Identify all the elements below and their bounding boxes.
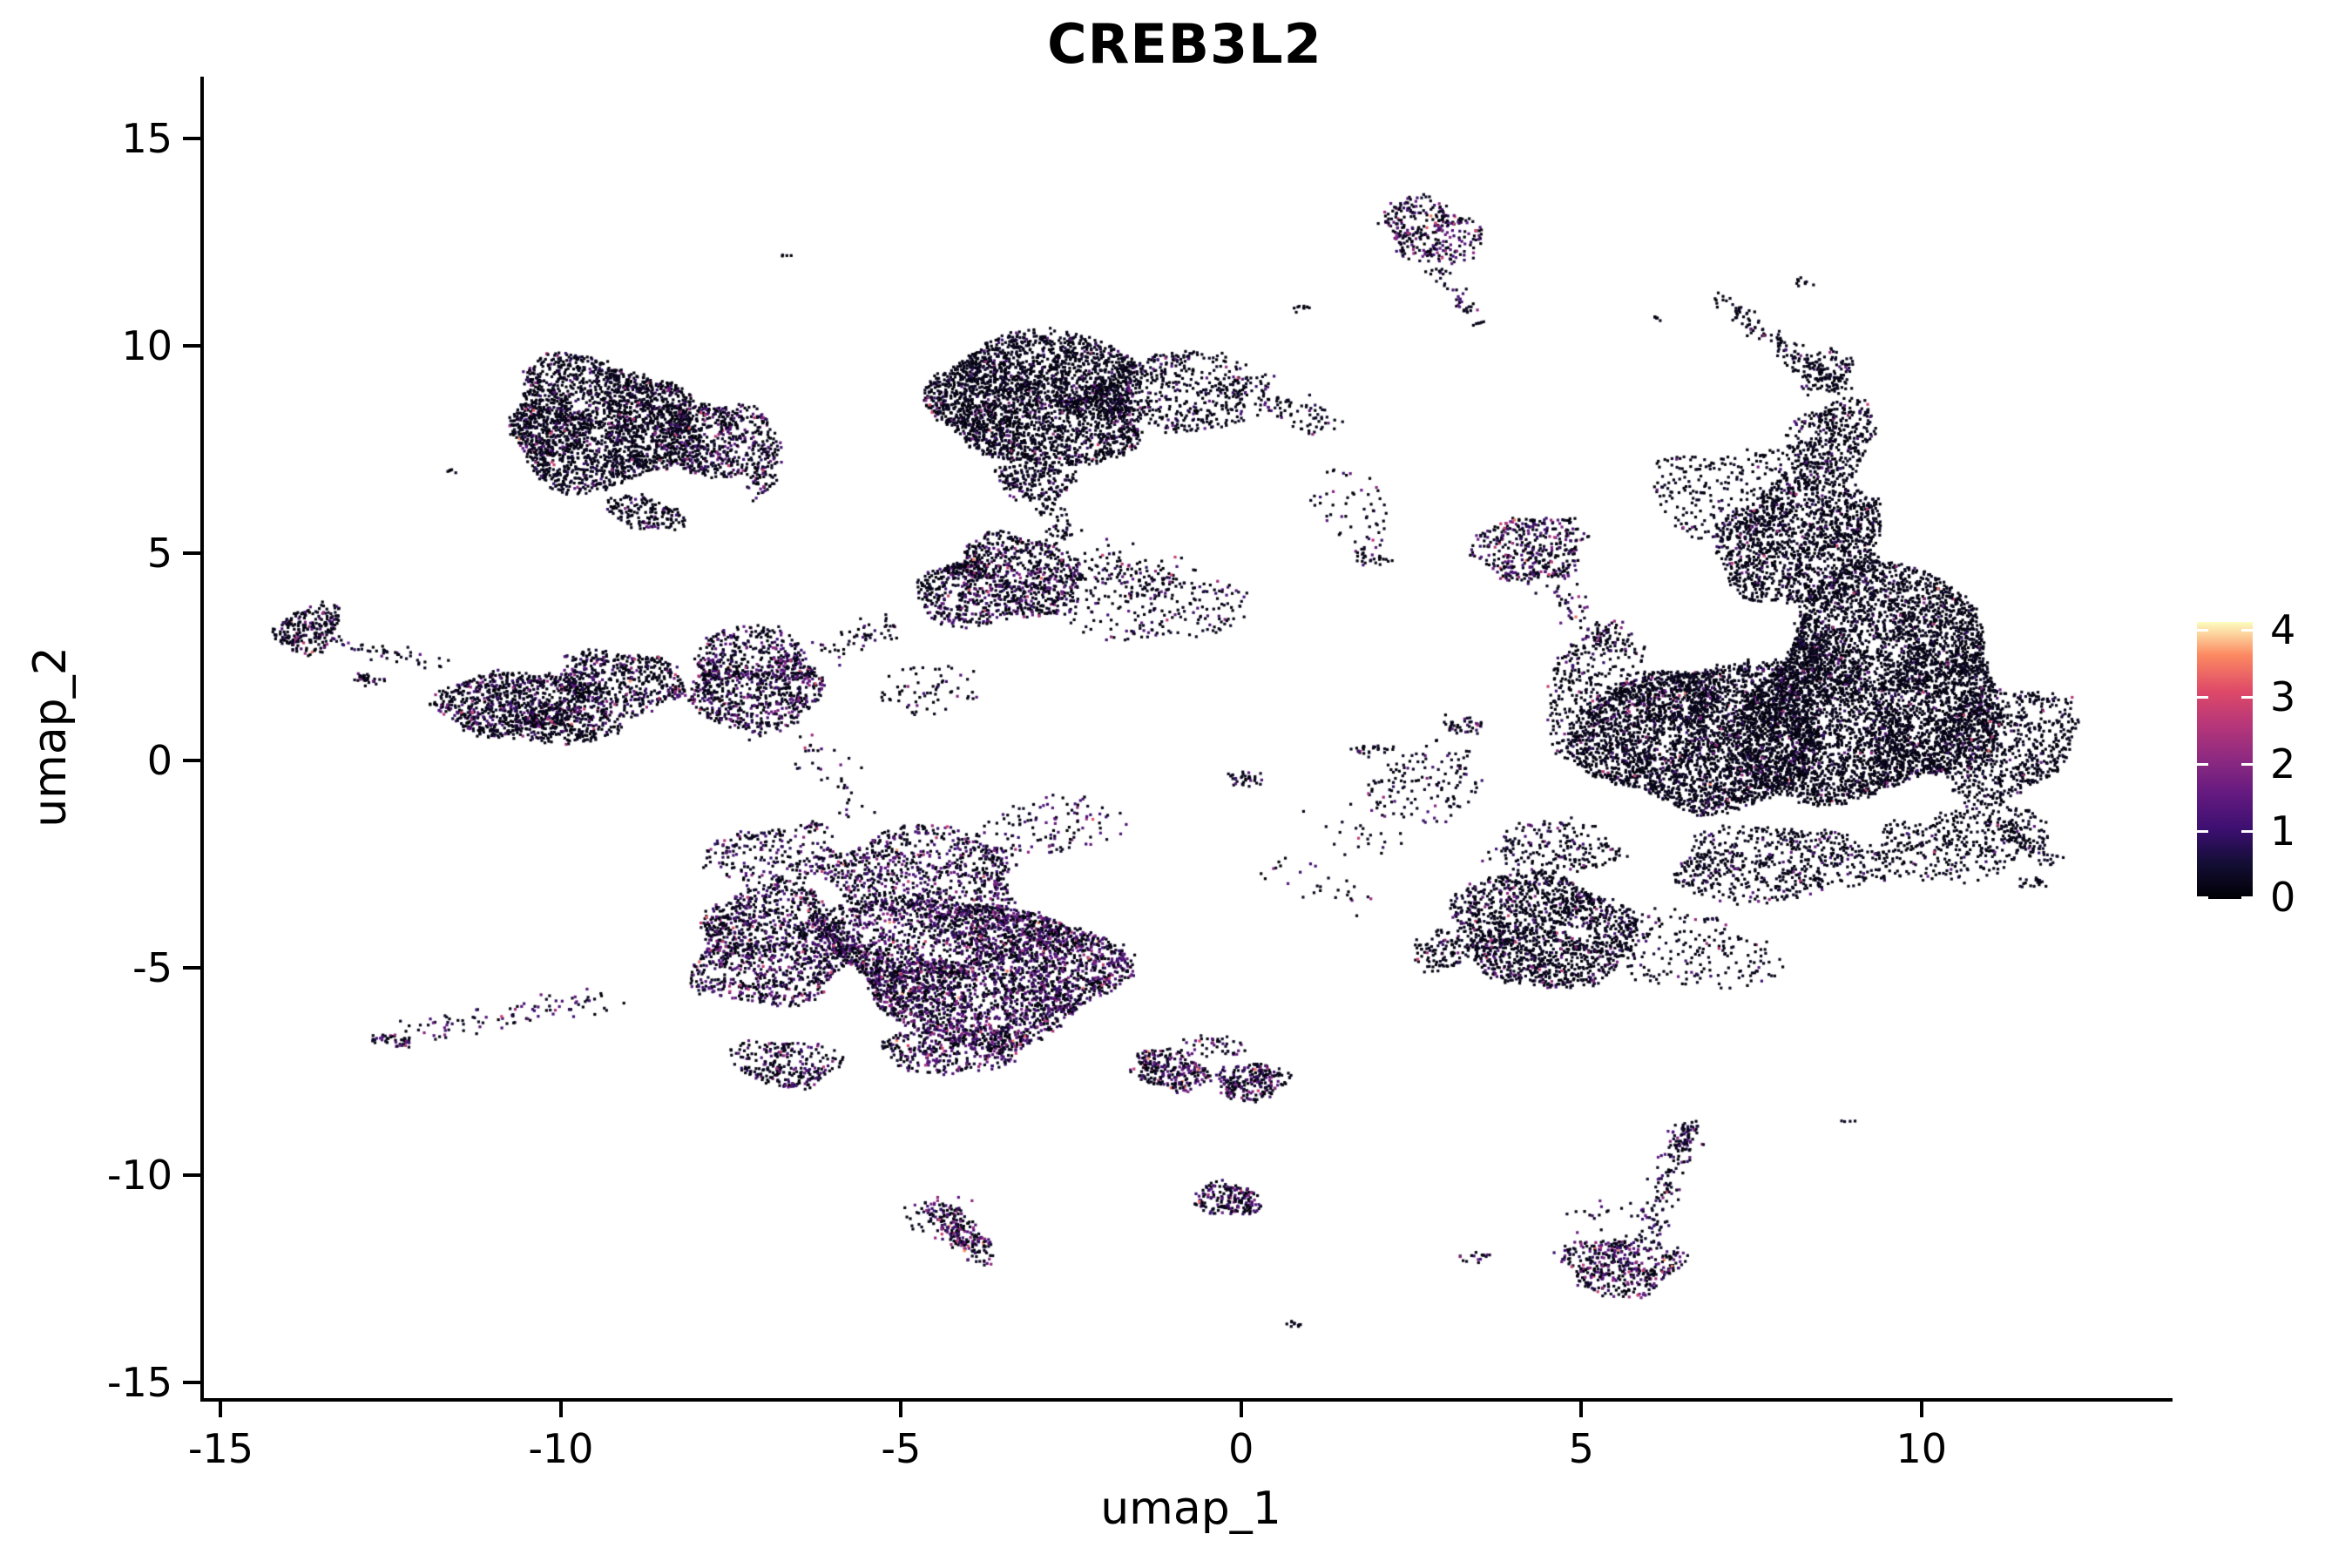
y-axis-label: umap_2 bbox=[24, 646, 77, 828]
y-tick-mark bbox=[183, 136, 200, 140]
x-tick-label: 0 bbox=[1228, 1425, 1254, 1472]
colorbar-tick-mark bbox=[2241, 896, 2253, 899]
colorbar-tick-mark bbox=[2241, 629, 2253, 632]
y-tick-label: 0 bbox=[146, 736, 172, 784]
colorbar-tick-mark bbox=[2197, 830, 2208, 833]
x-tick-label: -5 bbox=[881, 1425, 922, 1472]
x-tick-mark bbox=[899, 1402, 903, 1417]
colorbar-tick-mark bbox=[2197, 896, 2208, 899]
colorbar-tick-mark bbox=[2197, 629, 2208, 632]
colorbar-tick-label: 3 bbox=[2270, 673, 2296, 720]
y-tick-label: -15 bbox=[106, 1358, 172, 1406]
colorbar-tick-mark bbox=[2197, 763, 2208, 766]
x-tick-label: 10 bbox=[1896, 1425, 1948, 1472]
colorbar-tick-mark bbox=[2241, 763, 2253, 766]
x-tick-label: 5 bbox=[1568, 1425, 1594, 1472]
y-tick-label: 5 bbox=[146, 529, 172, 577]
y-tick-mark bbox=[183, 965, 200, 970]
colorbar-tick-label: 0 bbox=[2270, 874, 2296, 921]
x-tick-mark bbox=[558, 1402, 563, 1417]
y-tick-mark bbox=[183, 758, 200, 762]
y-tick-mark bbox=[183, 1380, 200, 1384]
colorbar-tick-label: 1 bbox=[2270, 808, 2296, 855]
colorbar-tick-label: 4 bbox=[2270, 606, 2296, 653]
colorbar-tick-mark bbox=[2241, 696, 2253, 699]
y-tick-label: -5 bbox=[132, 943, 172, 991]
x-axis-label: umap_1 bbox=[1100, 1483, 1281, 1535]
x-tick-label: -10 bbox=[528, 1425, 594, 1472]
y-tick-mark bbox=[183, 551, 200, 555]
x-tick-mark bbox=[1239, 1402, 1243, 1417]
y-tick-label: 10 bbox=[121, 321, 172, 369]
x-tick-label: -15 bbox=[187, 1425, 253, 1472]
colorbar-tick-mark bbox=[2197, 696, 2208, 699]
y-tick-label: -10 bbox=[106, 1151, 172, 1199]
y-tick-label: 15 bbox=[121, 114, 172, 162]
x-tick-mark bbox=[219, 1402, 223, 1417]
x-tick-mark bbox=[1579, 1402, 1584, 1417]
colorbar-tick-label: 2 bbox=[2270, 740, 2296, 787]
x-tick-mark bbox=[1919, 1402, 1923, 1417]
colorbar-tick-mark bbox=[2241, 830, 2253, 833]
colorbar bbox=[2197, 622, 2253, 899]
page-title: CREB3L2 bbox=[1047, 12, 1322, 76]
y-tick-mark bbox=[183, 343, 200, 348]
y-tick-mark bbox=[183, 1173, 200, 1177]
